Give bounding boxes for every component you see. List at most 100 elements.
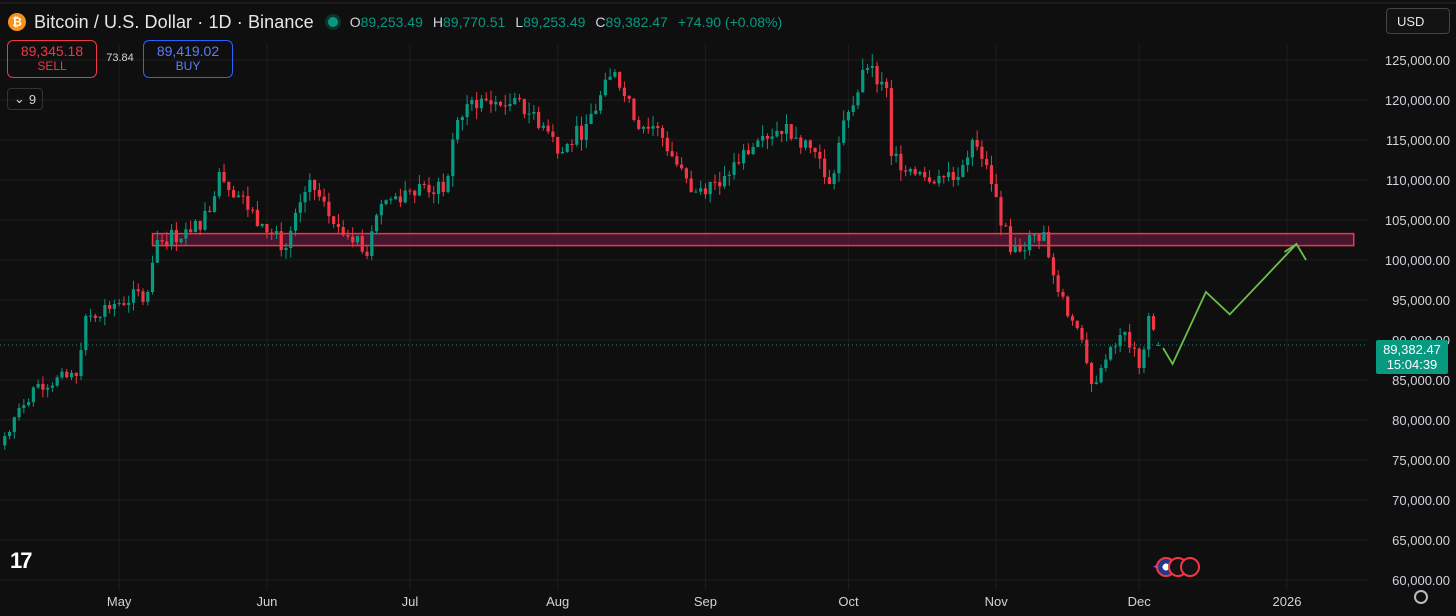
ohlc-low: L89,253.49 bbox=[515, 14, 586, 30]
tradingview-logo-icon[interactable]: 17 bbox=[10, 548, 33, 573]
candle-body bbox=[122, 303, 126, 305]
bitcoin-icon: ₿ bbox=[8, 13, 26, 31]
candle-body bbox=[351, 236, 355, 243]
candle-body bbox=[255, 209, 259, 227]
candle-body bbox=[370, 231, 374, 256]
y-axis-tick-label: 95,000.00 bbox=[1392, 293, 1450, 308]
candle-body bbox=[937, 176, 941, 184]
candle-body bbox=[927, 177, 932, 182]
x-axis-tick-label: Jun bbox=[256, 594, 277, 609]
symbol-title[interactable]: Bitcoin / U.S. Dollar · 1D · Binance bbox=[34, 11, 314, 32]
candle-body bbox=[1080, 328, 1084, 340]
indicators-toggle-button[interactable]: ⌄ 9 bbox=[7, 88, 43, 110]
candle-body bbox=[565, 143, 569, 152]
candle-body bbox=[1061, 292, 1065, 297]
candle-body bbox=[989, 165, 994, 184]
market-open-indicator bbox=[327, 17, 338, 27]
candle-body bbox=[1089, 362, 1094, 384]
y-axis-tick-label: 65,000.00 bbox=[1392, 533, 1450, 548]
candle-body bbox=[813, 147, 817, 152]
candle-body bbox=[889, 88, 893, 156]
candle-body bbox=[303, 192, 307, 203]
candle-body bbox=[608, 76, 612, 80]
candle-body bbox=[222, 172, 226, 182]
buy-button[interactable]: 89,419.02 BUY bbox=[143, 40, 233, 78]
candle-body bbox=[131, 289, 136, 303]
candle-body bbox=[985, 158, 989, 166]
candle-body bbox=[865, 68, 870, 70]
x-axis-tick-label: Oct bbox=[838, 594, 859, 609]
candle-body bbox=[689, 178, 693, 192]
candle-body bbox=[517, 97, 522, 100]
candle-body bbox=[155, 240, 159, 263]
candle-body bbox=[1137, 348, 1141, 368]
candle-body bbox=[832, 173, 836, 184]
candle-body bbox=[994, 184, 998, 198]
candle-body bbox=[680, 164, 684, 169]
candle-body bbox=[274, 231, 279, 235]
candle-body bbox=[932, 181, 936, 184]
settings-icon[interactable] bbox=[1414, 590, 1428, 604]
candle-body bbox=[355, 236, 360, 243]
y-axis-tick-label: 125,000.00 bbox=[1385, 53, 1450, 68]
candle-body bbox=[780, 130, 784, 134]
candle-body bbox=[956, 176, 960, 180]
candle-body bbox=[627, 96, 631, 99]
candle-body bbox=[1147, 316, 1151, 350]
candle-body bbox=[365, 251, 369, 256]
candle-body bbox=[227, 181, 231, 191]
candle-body bbox=[79, 350, 83, 376]
candle-body bbox=[918, 172, 922, 175]
candle-body bbox=[532, 112, 536, 114]
economic-events[interactable]: ✦ bbox=[1152, 557, 1201, 577]
candle-body bbox=[236, 195, 240, 198]
candle-body bbox=[546, 125, 550, 132]
candle-body bbox=[317, 189, 321, 197]
candle-body bbox=[441, 181, 445, 192]
currency-selector[interactable]: USD bbox=[1386, 8, 1450, 34]
indicators-count: 9 bbox=[28, 91, 37, 107]
candle-body bbox=[765, 136, 770, 139]
candle-body bbox=[246, 196, 250, 210]
candle-body bbox=[579, 125, 584, 140]
candle-body bbox=[694, 191, 698, 193]
candle-body bbox=[675, 156, 679, 165]
chevron-down-icon: ⌄ bbox=[13, 91, 25, 106]
candle-body bbox=[699, 188, 703, 192]
candle-body bbox=[1132, 347, 1137, 349]
candle-body bbox=[479, 98, 484, 109]
candle-body bbox=[69, 372, 74, 378]
candle-body bbox=[470, 100, 474, 105]
candle-body bbox=[1085, 339, 1089, 363]
candle-body bbox=[413, 190, 417, 196]
candle-body bbox=[741, 150, 746, 164]
candle-body bbox=[880, 81, 884, 85]
current-price: 89,382.47 bbox=[1383, 342, 1441, 357]
y-axis-tick-label: 75,000.00 bbox=[1392, 453, 1450, 468]
candle-body bbox=[327, 201, 331, 217]
candle-body bbox=[336, 224, 341, 228]
ohlc-high: H89,770.51 bbox=[432, 14, 506, 30]
y-axis-tick-label: 110,000.00 bbox=[1386, 173, 1450, 188]
candle-body bbox=[522, 99, 526, 115]
candle-body bbox=[1013, 246, 1017, 252]
x-axis-tick-label: Nov bbox=[985, 594, 1009, 609]
candle-body bbox=[646, 126, 650, 129]
candle-body bbox=[503, 105, 507, 107]
sell-label: SELL bbox=[37, 59, 67, 73]
candle-body bbox=[88, 315, 93, 317]
candle-body bbox=[851, 105, 855, 112]
candle-body bbox=[422, 184, 426, 185]
x-axis-tick-label: Jul bbox=[402, 594, 419, 609]
candle-body bbox=[737, 162, 741, 164]
candle-body bbox=[904, 170, 908, 172]
candle-body bbox=[1094, 382, 1098, 384]
candle-body bbox=[551, 131, 555, 137]
candle-body bbox=[332, 216, 336, 224]
sell-button[interactable]: 89,345.18 SELL bbox=[7, 40, 97, 78]
x-axis-tick-label: May bbox=[107, 594, 132, 609]
event-icon[interactable] bbox=[1180, 557, 1201, 577]
candle-body bbox=[279, 231, 283, 251]
